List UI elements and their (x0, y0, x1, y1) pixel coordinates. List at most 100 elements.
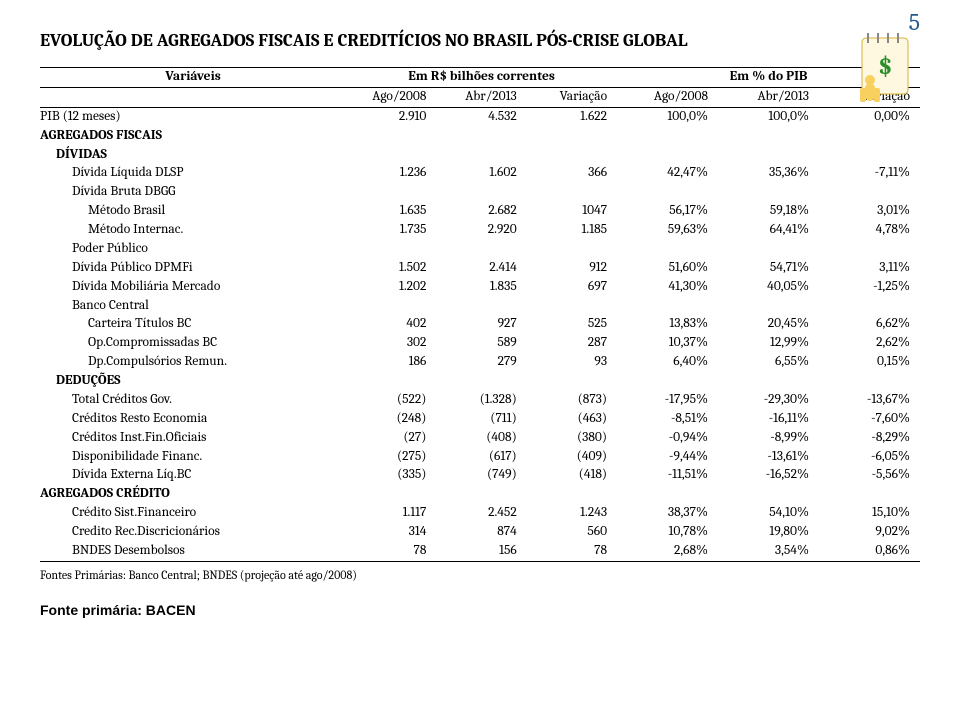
cell (346, 240, 436, 259)
cell: 6,55% (718, 353, 819, 372)
cell: 2.910 (346, 107, 436, 126)
table-row: DEDUÇÕES (40, 372, 920, 391)
table-row: Banco Central (40, 297, 920, 316)
row-label: BNDES Desembolsos (40, 542, 346, 561)
dollar-notepad-icon: $ (850, 30, 920, 105)
cell: 1.202 (346, 278, 436, 297)
cell: 2.414 (436, 259, 526, 278)
cell: 59,18% (718, 202, 819, 221)
cell: -1,25% (819, 278, 920, 297)
row-label: Poder Público (40, 240, 346, 259)
cell (718, 485, 819, 504)
main-content: EVOLUÇÃO DE AGREGADOS FISCAIS E CREDITÍC… (0, 0, 960, 628)
cell: 1047 (527, 202, 617, 221)
table-row: Método Brasil1.6352.682104756,17%59,18%3… (40, 202, 920, 221)
cell: 59,63% (617, 221, 718, 240)
cell (436, 183, 526, 202)
table-row: Créditos Inst.Fin.Oficiais(27)(408)(380)… (40, 429, 920, 448)
row-label: Dívida Público DPMFi (40, 259, 346, 278)
svg-text:$: $ (878, 52, 892, 82)
cell: 1.622 (527, 107, 617, 126)
cell (436, 297, 526, 316)
cell (718, 297, 819, 316)
row-label: Dívida Líquida DLSP (40, 164, 346, 183)
cell: -17,95% (617, 391, 718, 410)
cell: 0,00% (819, 107, 920, 126)
cell: 9,02% (819, 523, 920, 542)
table-row: Crédito Sist.Financeiro1.1172.4521.24338… (40, 504, 920, 523)
cell: 100,0% (617, 107, 718, 126)
cell: -16,52% (718, 466, 819, 485)
cell: 93 (527, 353, 617, 372)
cell: 56,17% (617, 202, 718, 221)
cell: (1.328) (436, 391, 526, 410)
cell: 10,37% (617, 334, 718, 353)
cell: 64,41% (718, 221, 819, 240)
table-row: PIB (12 meses)2.9104.5321.622100,0%100,0… (40, 107, 920, 126)
cell (718, 183, 819, 202)
cell (527, 146, 617, 165)
row-label: Credito Rec.Discricionários (40, 523, 346, 542)
table-row: BNDES Desembolsos78156782,68%3,54%0,86% (40, 542, 920, 561)
cell (436, 485, 526, 504)
cell (819, 183, 920, 202)
cell: -8,51% (617, 410, 718, 429)
row-label: Método Internac. (40, 221, 346, 240)
row-label: AGREGADOS FISCAIS (40, 127, 346, 146)
cell: (275) (346, 448, 436, 467)
cell: -6,05% (819, 448, 920, 467)
cell: (335) (346, 466, 436, 485)
cell: (409) (527, 448, 617, 467)
cell: 3,11% (819, 259, 920, 278)
cell (819, 297, 920, 316)
cell (346, 485, 436, 504)
cell: 1.735 (346, 221, 436, 240)
cell: 78 (527, 542, 617, 561)
cell: 6,62% (819, 315, 920, 334)
cell: -7,11% (819, 164, 920, 183)
cell: 38,37% (617, 504, 718, 523)
cell: (418) (527, 466, 617, 485)
cell (436, 146, 526, 165)
cell: 4.532 (436, 107, 526, 126)
cell: 54,71% (718, 259, 819, 278)
cell: 287 (527, 334, 617, 353)
cell (436, 240, 526, 259)
table-row: DÍVIDAS (40, 146, 920, 165)
cell: 589 (436, 334, 526, 353)
cell: 100,0% (718, 107, 819, 126)
cell: 402 (346, 315, 436, 334)
cell: 0,15% (819, 353, 920, 372)
footnote: Fontes Primárias: Banco Central; BNDES (… (40, 568, 920, 582)
cell: -8,99% (718, 429, 819, 448)
table-row: AGREGADOS FISCAIS (40, 127, 920, 146)
cell (819, 240, 920, 259)
cell: -9,44% (617, 448, 718, 467)
cell: 35,36% (718, 164, 819, 183)
subheader-col: Variação (527, 87, 617, 107)
cell: 10,78% (617, 523, 718, 542)
cell: 2.920 (436, 221, 526, 240)
row-label: DÍVIDAS (40, 146, 346, 165)
cell: 42,47% (617, 164, 718, 183)
table-row: Total Créditos Gov.(522)(1.328)(873)-17,… (40, 391, 920, 410)
cell (346, 297, 436, 316)
cell (346, 183, 436, 202)
cell (617, 485, 718, 504)
cell (346, 372, 436, 391)
table-row: Créditos Resto Economia(248)(711)(463)-8… (40, 410, 920, 429)
row-label: PIB (12 meses) (40, 107, 346, 126)
subheader-col: Ago/2008 (617, 87, 718, 107)
cell: 1.243 (527, 504, 617, 523)
cell: 4,78% (819, 221, 920, 240)
cell: 41,30% (617, 278, 718, 297)
table-row: Carteira Títulos BC40292752513,83%20,45%… (40, 315, 920, 334)
cell: (380) (527, 429, 617, 448)
cell: 51,60% (617, 259, 718, 278)
cell (527, 372, 617, 391)
cell: (248) (346, 410, 436, 429)
cell: 1.635 (346, 202, 436, 221)
row-label: Banco Central (40, 297, 346, 316)
row-label: Total Créditos Gov. (40, 391, 346, 410)
cell: 78 (346, 542, 436, 561)
